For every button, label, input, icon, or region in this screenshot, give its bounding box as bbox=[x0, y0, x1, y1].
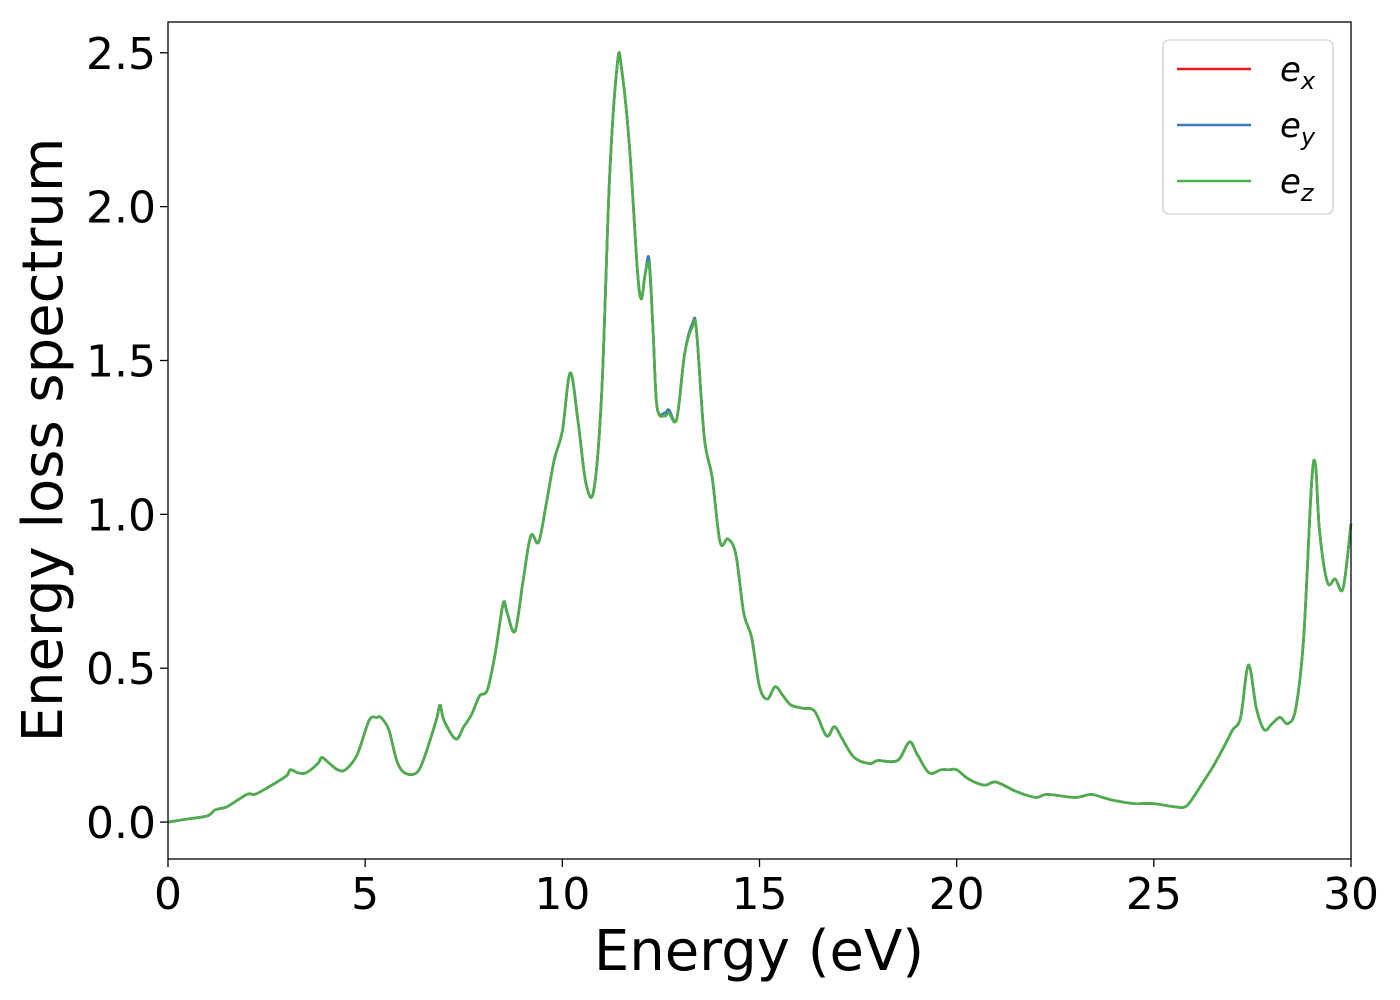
legend: ex ey ez bbox=[1162, 39, 1334, 215]
plot-background bbox=[168, 22, 1351, 859]
x-tick-label: 25 bbox=[1126, 869, 1182, 920]
legend-label-ey: ey bbox=[1280, 106, 1316, 151]
x-tick-label: 5 bbox=[351, 869, 379, 920]
series-layer bbox=[167, 51, 1353, 824]
y-tick-label: 1.0 bbox=[86, 490, 156, 541]
y-tick-label: 0.5 bbox=[86, 644, 156, 695]
legend-label-ex: ex bbox=[1280, 50, 1316, 95]
x-tick-label: 20 bbox=[929, 869, 985, 920]
y-tick-label: 2.0 bbox=[86, 183, 156, 234]
y-axis-title: Energy loss spectrum bbox=[11, 138, 76, 743]
y-tick-label: 2.5 bbox=[86, 29, 156, 80]
legend-label-ez: ez bbox=[1280, 162, 1315, 207]
x-axis: 0 5 10 15 20 25 30 bbox=[154, 859, 1379, 920]
x-tick-label: 10 bbox=[534, 869, 590, 920]
x-tick-label: 0 bbox=[154, 869, 182, 920]
series-line-e-z bbox=[167, 51, 1353, 824]
y-tick-label: 1.5 bbox=[86, 336, 156, 387]
x-axis-title: Energy (eV) bbox=[594, 919, 924, 984]
y-axis: 0.0 0.5 1.0 1.5 2.0 2.5 bbox=[86, 29, 168, 849]
x-tick-label: 15 bbox=[732, 869, 788, 920]
x-tick-label: 30 bbox=[1323, 869, 1379, 920]
legend-box bbox=[1162, 39, 1334, 215]
y-tick-label: 0.0 bbox=[86, 798, 156, 849]
